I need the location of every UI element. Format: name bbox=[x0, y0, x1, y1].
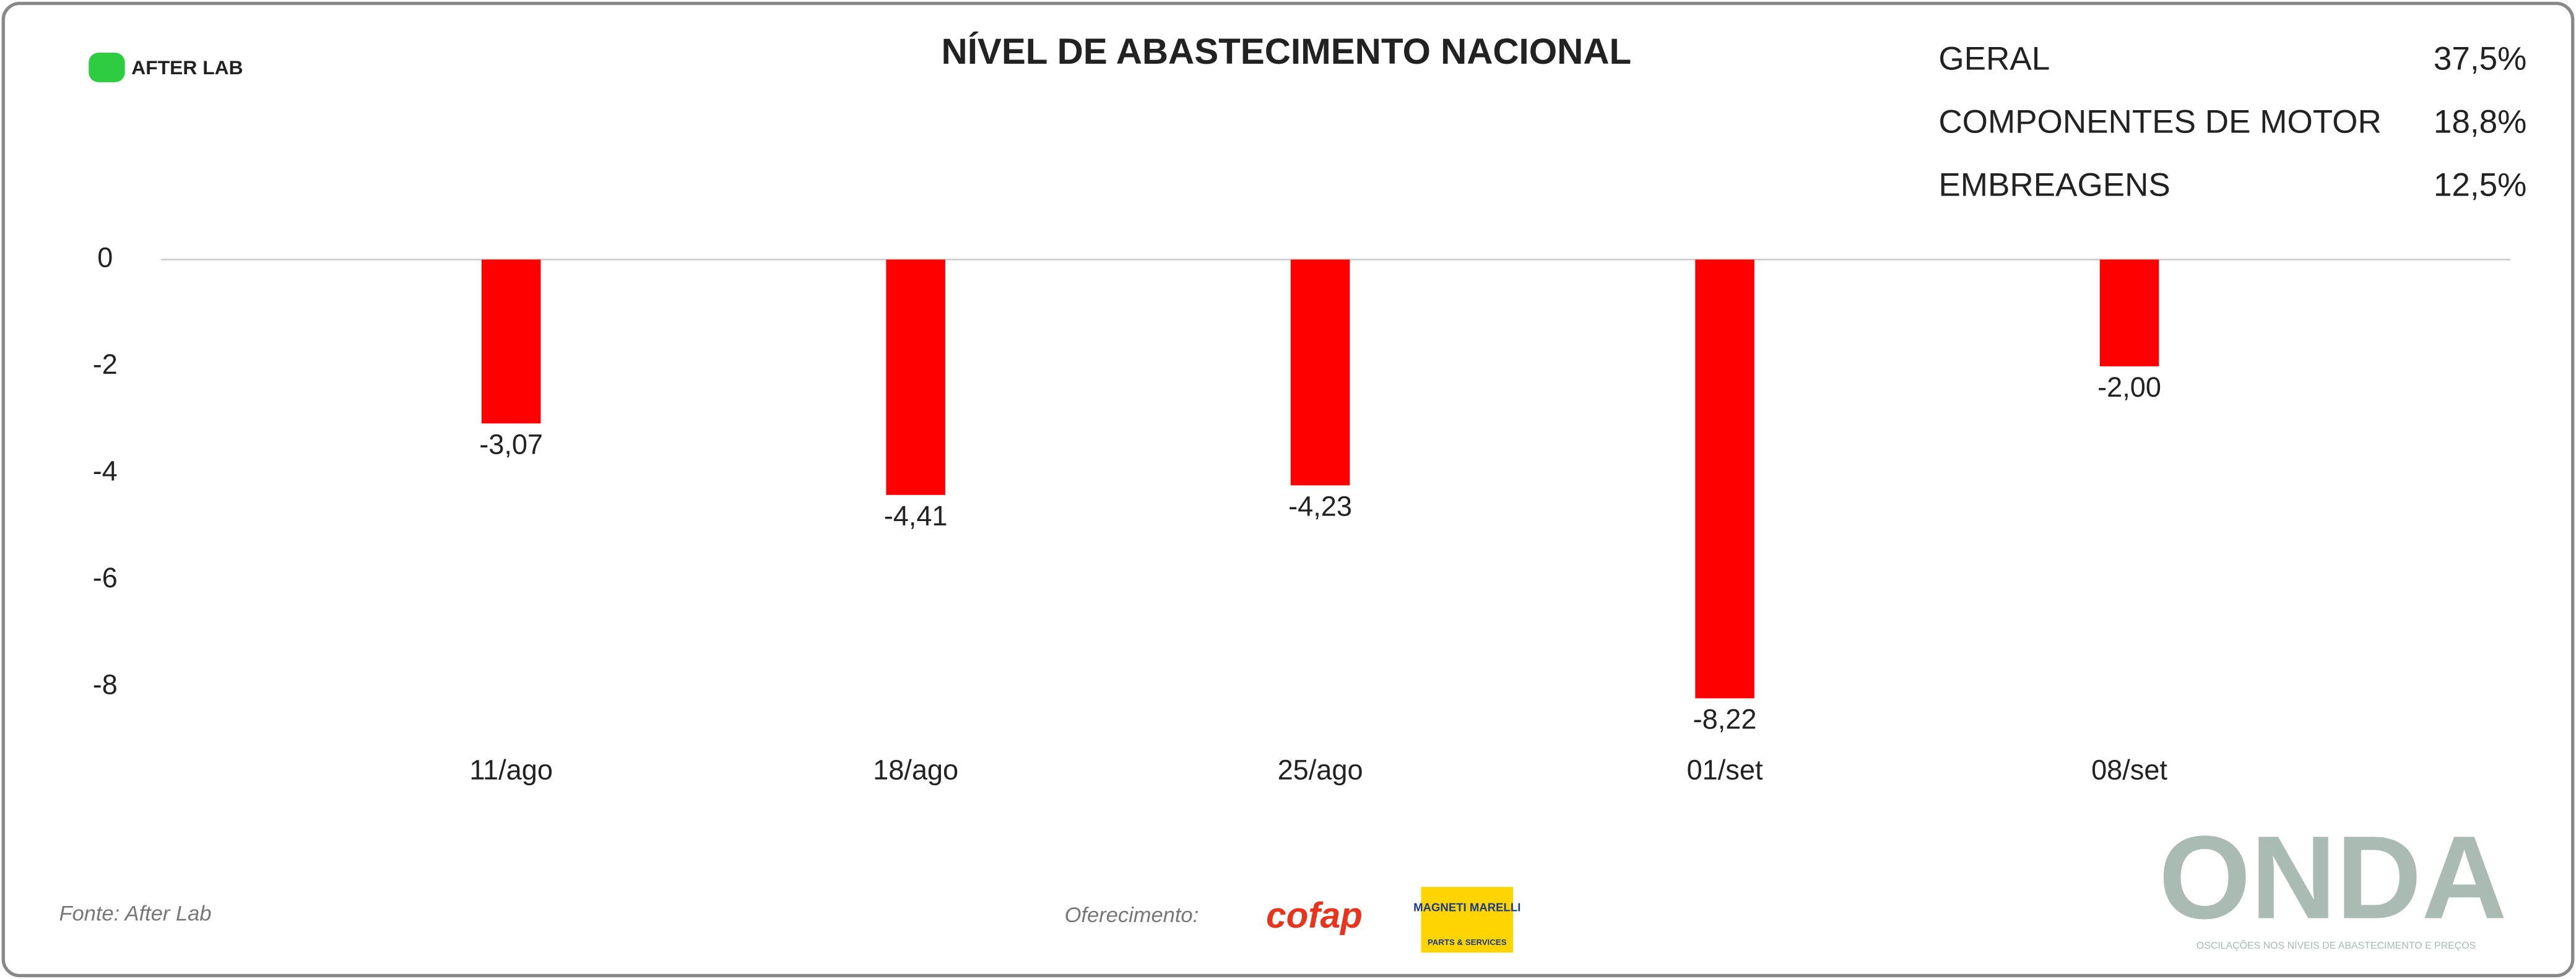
x-tick-label: 11/ago bbox=[469, 754, 553, 785]
value-label: -4,41 bbox=[884, 500, 948, 532]
y-tick-label: -8 bbox=[93, 668, 118, 700]
brand-name: AFTER LAB bbox=[131, 56, 243, 79]
sponsor-label: Oferecimento: bbox=[1065, 904, 1199, 927]
x-tick-label: 08/set bbox=[2091, 754, 2167, 785]
value-label: -3,07 bbox=[479, 428, 543, 460]
y-tick-label: 0 bbox=[97, 241, 113, 273]
summary-label: EMBREAGENS bbox=[1938, 167, 2170, 204]
source: Fonte: After Lab bbox=[59, 902, 212, 925]
summary-value: 12,5% bbox=[2434, 167, 2526, 204]
bar bbox=[481, 259, 541, 424]
y-tick-label: -4 bbox=[93, 455, 118, 486]
y-tick-label: -6 bbox=[93, 562, 118, 593]
onda-logo: ONDA bbox=[2159, 812, 2507, 944]
summary-label: GERAL bbox=[1938, 40, 2050, 77]
sponsor-logo: PARTS & SERVICES bbox=[1428, 938, 1507, 947]
summary-label: COMPONENTES DE MOTOR bbox=[1938, 104, 2381, 140]
bar bbox=[2099, 259, 2159, 366]
summary-value: 37,5% bbox=[2434, 40, 2526, 77]
value-label: -2,00 bbox=[2097, 371, 2161, 403]
sponsor-logo: cofap bbox=[1266, 895, 1363, 936]
value-label: -8,22 bbox=[1693, 703, 1757, 735]
x-tick-label: 01/set bbox=[1687, 754, 1763, 785]
x-tick-label: 18/ago bbox=[873, 754, 958, 785]
value-label: -4,23 bbox=[1288, 490, 1352, 522]
bar bbox=[886, 259, 945, 495]
chart-title: NÍVEL DE ABASTECIMENTO NACIONAL bbox=[942, 31, 1632, 72]
onda-tagline: OSCILAÇÕES NOS NÍVEIS DE ABASTECIMENTO E… bbox=[2197, 939, 2476, 951]
x-tick-label: 25/ago bbox=[1278, 754, 1363, 785]
y-tick-label: -2 bbox=[93, 348, 118, 380]
bar bbox=[1695, 259, 1754, 699]
brand-icon bbox=[89, 53, 125, 82]
summary-value: 18,8% bbox=[2434, 104, 2526, 140]
bar bbox=[1290, 259, 1350, 486]
sponsor-logo: MAGNETI MARELLI bbox=[1413, 901, 1520, 914]
sponsor-box bbox=[1421, 887, 1514, 953]
